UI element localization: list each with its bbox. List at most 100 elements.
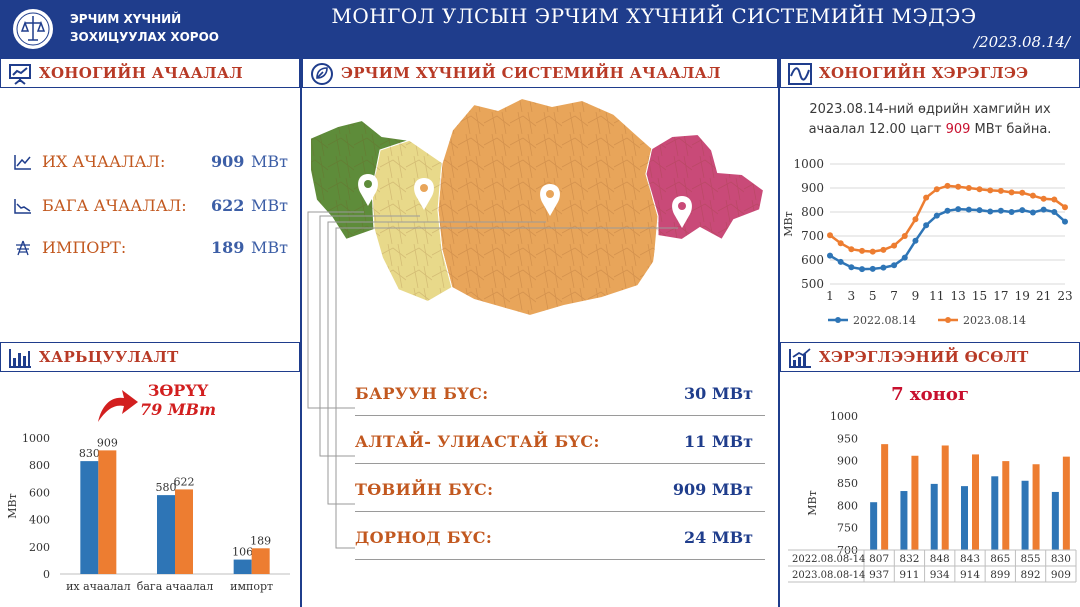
table-cell: 899 [990, 569, 1010, 581]
bar-chart-icon [9, 349, 31, 368]
x-tick-label: 17 [993, 289, 1008, 303]
data-label: 580 [156, 481, 177, 494]
import-value: 189 [211, 238, 245, 257]
difference-callout: ЗӨРҮҮ 79 МВт [140, 381, 216, 419]
bar [881, 444, 889, 550]
data-point [848, 246, 855, 253]
table-cell: 892 [1021, 569, 1041, 581]
data-point [997, 187, 1004, 194]
data-point [901, 233, 908, 239]
import-row: ИМПОРТ: 189 МВт [14, 236, 294, 260]
section-title: ХАРЬЦУУЛАЛТ [39, 348, 179, 366]
region-name: ДОРНОД БҮС: [355, 528, 493, 547]
data-point [891, 262, 898, 269]
y-tick-label: 0 [43, 568, 50, 581]
x-tick-label: 9 [912, 289, 920, 303]
section-title: ХОНОГИЙН АЧААЛАЛ [39, 64, 243, 82]
data-point [923, 222, 930, 229]
bar [930, 483, 938, 550]
bar [233, 559, 252, 574]
area-chart-icon [14, 199, 31, 214]
x-tick-label: 19 [1015, 289, 1030, 303]
data-point [1008, 189, 1015, 196]
map-pin-icon [358, 174, 378, 206]
report-date: /2023.08.14/ [974, 33, 1070, 51]
y-tick-label: 900 [801, 181, 824, 195]
table-cell: 848 [930, 553, 950, 565]
low-load-unit: МВт [251, 196, 288, 215]
region-connectors [307, 390, 355, 549]
table-cell: 855 [1021, 553, 1041, 565]
bar [251, 548, 270, 574]
y-tick-label: 750 [837, 522, 858, 535]
bar [900, 491, 908, 550]
category-label: импорт [230, 580, 273, 593]
data-point [987, 208, 994, 215]
y-tick-label: 1000 [793, 157, 824, 171]
y-tick-label: 950 [837, 432, 858, 445]
region-name: БАРУУН БҮС: [355, 384, 489, 403]
data-point [912, 237, 919, 244]
table-cell: 807 [869, 553, 889, 565]
bar [870, 502, 878, 550]
data-point [987, 187, 994, 194]
table-cell: 934 [930, 569, 950, 581]
header-banner: ЭРЧИМ ХҮЧНИЙ ЗОХИЦУУЛАХ ХОРОО МОНГОЛ УЛС… [0, 0, 1080, 58]
data-point [912, 216, 919, 223]
section-header-comparison: ХАРЬЦУУЛАЛТ [0, 342, 300, 372]
y-tick-label: 600 [801, 253, 824, 267]
data-point [901, 254, 908, 261]
divider-right [778, 58, 780, 607]
data-point [997, 207, 1004, 214]
org-line-2: ЗОХИЦУУЛАХ ХОРОО [70, 30, 219, 44]
table-row-label: 2022.08.08-14 [792, 554, 865, 565]
transmission-tower-icon [16, 240, 30, 256]
y-tick-label: 1000 [22, 432, 50, 445]
category-label: бага ачаалал [137, 580, 213, 593]
peak-load-label: ИХ АЧААЛАЛ: [42, 152, 166, 171]
data-point [933, 212, 940, 219]
wave-chart-icon [788, 63, 812, 85]
data-point [1051, 209, 1058, 215]
bar [1002, 461, 1010, 550]
bar [991, 476, 999, 550]
legend-marker [945, 317, 951, 323]
data-point [880, 246, 887, 253]
map-pin-icon [414, 178, 434, 210]
map-pin-icon [672, 196, 692, 228]
table-cell: 843 [960, 553, 980, 565]
legend-label: 2023.08.14 [963, 314, 1026, 327]
bar [175, 489, 193, 574]
region-name: АЛТАЙ- УЛИАСТАЙ БҮС: [355, 432, 600, 451]
data-point [827, 252, 833, 259]
peak-load-unit: МВт [251, 152, 288, 171]
divider-left [300, 58, 302, 607]
bar [80, 461, 99, 574]
data-point [944, 182, 951, 189]
region-row-central: ТӨВИЙН БҮС: 909 МВт [355, 472, 765, 512]
org-line-1: ЭРЧИМ ХҮЧНИЙ [70, 12, 182, 26]
data-point [859, 247, 866, 254]
region-value: 909 МВт [672, 480, 753, 499]
red-arrow-icon [98, 390, 138, 422]
peak-load-row: ИХ АЧААЛАЛ: 909 МВт [14, 150, 294, 174]
table-cell: 830 [1051, 553, 1071, 565]
note-text: 2023.08.14-ний өдрийн хамгийн их ачаалал… [808, 102, 1051, 137]
x-tick-label: 5 [869, 289, 877, 303]
bar [1062, 456, 1070, 550]
data-point [848, 264, 855, 271]
data-point [955, 206, 962, 213]
data-point [923, 194, 930, 201]
organization-name: ЭРЧИМ ХҮЧНИЙ ЗОХИЦУУЛАХ ХОРОО [70, 10, 219, 46]
bar [1021, 480, 1029, 550]
page-title: МОНГОЛ УЛСЫН ЭРЧИМ ХҮЧНИЙ СИСТЕМИЙН МЭДЭ… [331, 4, 977, 28]
data-label: 622 [174, 475, 195, 488]
data-point [965, 206, 972, 213]
bar [98, 450, 117, 574]
y-tick-label: 800 [837, 499, 858, 512]
data-point [827, 232, 833, 239]
map-pin-icon [540, 184, 560, 216]
data-point [933, 186, 940, 193]
data-point [944, 207, 951, 214]
